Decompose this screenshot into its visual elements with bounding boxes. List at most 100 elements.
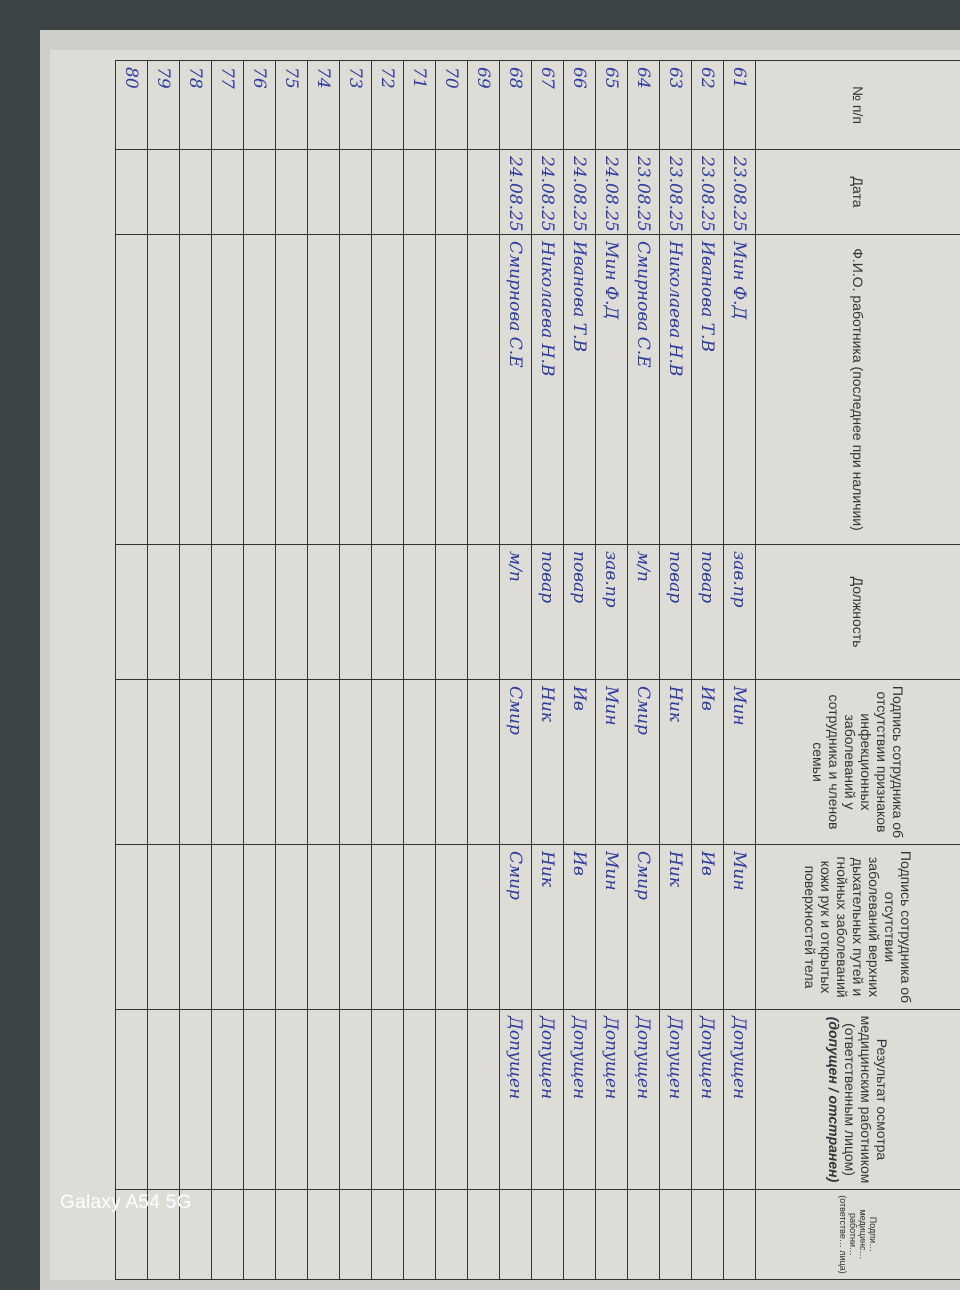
cell-name: Мин Ф.Д (723, 235, 755, 545)
header-signature-infection: Подпись сотрудника об отсутствии признак… (755, 680, 960, 845)
cell-medic-signature (563, 1190, 595, 1280)
cell-position (275, 545, 307, 680)
table-row: 66 24.08.25 Иванова Т.В повар Ив Ив Допущен (563, 60, 595, 1280)
table-row: 77 (211, 60, 243, 1280)
cell-name (115, 235, 147, 545)
cell-sig1 (179, 680, 211, 845)
cell-position: зав.пр (595, 545, 627, 680)
cell-num: 76 (243, 60, 275, 150)
cell-sig2 (275, 845, 307, 1010)
cell-sig2 (179, 845, 211, 1010)
table-row: 73 (339, 60, 371, 1280)
cell-date: 23.08.25 (627, 150, 659, 235)
cell-medic-signature (627, 1190, 659, 1280)
cell-sig2 (403, 845, 435, 1010)
header-date: Дата (755, 150, 960, 235)
cell-position (147, 545, 179, 680)
cell-sig1 (435, 680, 467, 845)
cell-medic-signature (307, 1190, 339, 1280)
cell-position (371, 545, 403, 680)
cell-sig1: Ник (659, 680, 691, 845)
cell-num: 61 (723, 60, 755, 150)
cell-result: Допущен (563, 1010, 595, 1190)
cell-result (243, 1010, 275, 1190)
cell-name (467, 235, 499, 545)
cell-sig2 (467, 845, 499, 1010)
cell-position: м/п (499, 545, 531, 680)
cell-medic-signature (595, 1190, 627, 1280)
cell-sig2 (211, 845, 243, 1010)
header-result: Результат осмотра медицинским работником… (755, 1010, 960, 1190)
cell-num: 78 (179, 60, 211, 150)
cell-name (243, 235, 275, 545)
cell-position (211, 545, 243, 680)
cell-position (435, 545, 467, 680)
cell-result: Допущен (499, 1010, 531, 1190)
cell-date (435, 150, 467, 235)
table-row: 78 (179, 60, 211, 1280)
cell-position (307, 545, 339, 680)
table-row: 69 (467, 60, 499, 1280)
cell-name: Иванова Т.В (563, 235, 595, 545)
cell-position (339, 545, 371, 680)
cell-result: Допущен (691, 1010, 723, 1190)
cell-name: Николаева Н.В (659, 235, 691, 545)
cell-sig2: Ник (531, 845, 563, 1010)
cell-sig1 (467, 680, 499, 845)
cell-num: 75 (275, 60, 307, 150)
cell-num: 62 (691, 60, 723, 150)
cell-medic-signature (659, 1190, 691, 1280)
cell-name: Николаева Н.В (531, 235, 563, 545)
cell-medic-signature (211, 1190, 243, 1280)
cell-sig1 (371, 680, 403, 845)
cell-date (339, 150, 371, 235)
cell-sig2 (115, 845, 147, 1010)
cell-sig2 (339, 845, 371, 1010)
cell-name (307, 235, 339, 545)
camera-watermark: Galaxy A54 5G (60, 1192, 192, 1213)
cell-sig1 (147, 680, 179, 845)
cell-position (403, 545, 435, 680)
cell-num: 70 (435, 60, 467, 150)
cell-sig1: Смир (499, 680, 531, 845)
cell-medic-signature (275, 1190, 307, 1280)
cell-position: повар (531, 545, 563, 680)
cell-result: Допущен (595, 1010, 627, 1190)
cell-sig1 (307, 680, 339, 845)
table-row: 79 (147, 60, 179, 1280)
cell-result (179, 1010, 211, 1190)
cell-date: 23.08.25 (659, 150, 691, 235)
cell-medic-signature (531, 1190, 563, 1280)
header-name: Ф.И.О. работника (последнее при наличии) (755, 235, 960, 545)
cell-result (211, 1010, 243, 1190)
cell-position: повар (691, 545, 723, 680)
cell-name (211, 235, 243, 545)
cell-sig2: Мин (723, 845, 755, 1010)
header-number: № п/п (755, 60, 960, 150)
cell-sig1: Ник (531, 680, 563, 845)
journal-sheet: № п/п Дата Ф.И.О. работника (последнее при… (50, 50, 960, 1280)
cell-name (403, 235, 435, 545)
cell-result: Допущен (723, 1010, 755, 1190)
cell-date (307, 150, 339, 235)
cell-result: Допущен (627, 1010, 659, 1190)
cell-date (211, 150, 243, 235)
cell-medic-signature (435, 1190, 467, 1280)
cell-sig2 (147, 845, 179, 1010)
cell-num: 69 (467, 60, 499, 150)
table-row: 72 (371, 60, 403, 1280)
cell-result (467, 1010, 499, 1190)
cell-name: Смирнова С.Е (499, 235, 531, 545)
table-row: 76 (243, 60, 275, 1280)
cell-sig1 (339, 680, 371, 845)
cell-position: зав.пр (723, 545, 755, 680)
cell-num: 63 (659, 60, 691, 150)
cell-num: 66 (563, 60, 595, 150)
cell-sig1 (211, 680, 243, 845)
result-header-note: (допущен / отстранен) (826, 1016, 842, 1183)
cell-sig2: Смир (499, 845, 531, 1010)
cell-sig2 (243, 845, 275, 1010)
cell-name: Иванова Т.В (691, 235, 723, 545)
cell-sig2: Смир (627, 845, 659, 1010)
